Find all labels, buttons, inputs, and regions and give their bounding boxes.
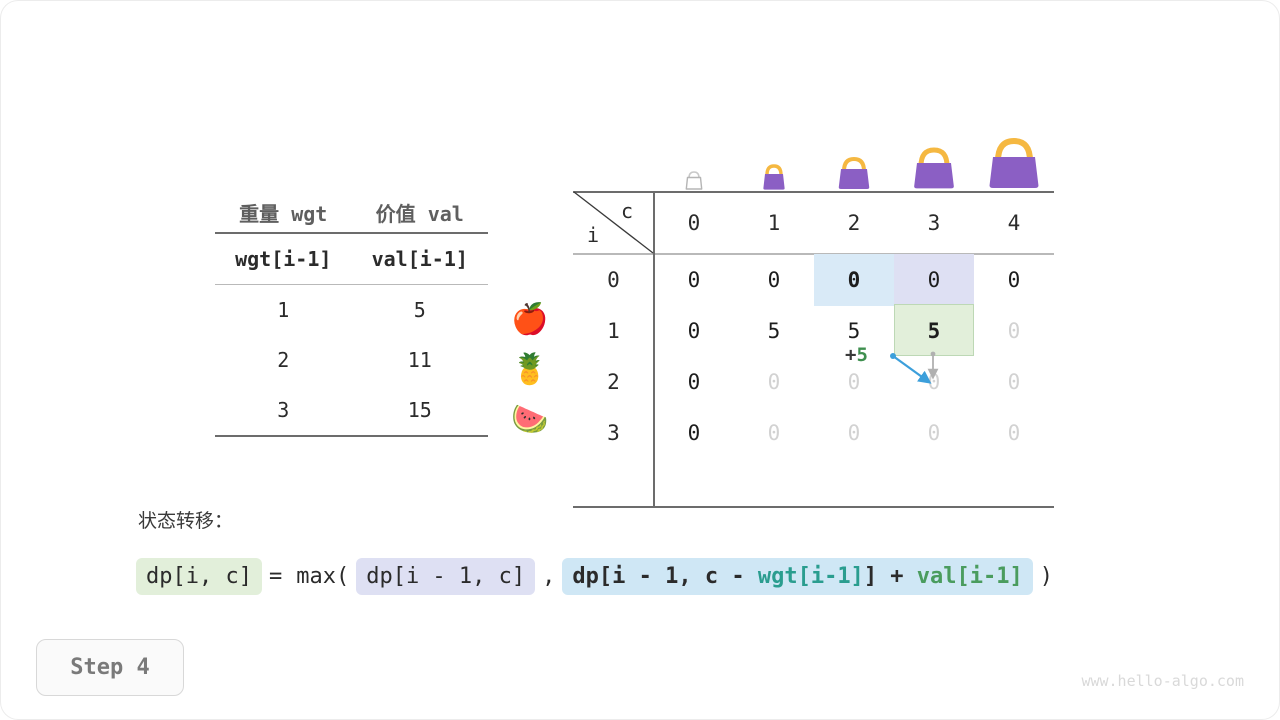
dp-cell-2-2: 0	[847, 369, 861, 394]
formula-equals: =	[268, 564, 283, 589]
dp-cell-3-2: 0	[847, 420, 861, 445]
item-table-subheader-row: wgt[i-1] val[i-1]	[215, 233, 488, 285]
dp-cell-1-4: 0	[1007, 318, 1021, 343]
bag-icon-0	[654, 128, 734, 191]
formula-term2-prefix: dp[i - 1, c -	[572, 564, 758, 589]
item-row-1-wgt: 2	[277, 348, 290, 372]
dp-col-header-1: 1	[767, 210, 781, 235]
formula-close-paren: )	[1039, 564, 1054, 589]
item-table-subheader-wgt: wgt[i-1]	[215, 233, 352, 285]
dp-table: c i 0 1 2 3 4 0 1 2 3 0 0 0 0 0 0 5 5 5 …	[573, 128, 1054, 508]
dp-row-header-3: 3	[607, 420, 620, 445]
formula-term-1: dp[i - 1, c]	[356, 558, 536, 595]
pineapple-icon: 🍍	[511, 352, 549, 387]
dp-cell-2-3: 0	[927, 369, 941, 394]
dp-cell-0-3: 0	[927, 267, 941, 292]
bag-capacity-icons	[654, 128, 1054, 191]
site-footer: www.hello-algo.com	[1081, 672, 1244, 690]
dp-cell-3-4: 0	[1007, 420, 1021, 445]
formula-max-open: max(	[296, 564, 350, 589]
bag-icon-1	[734, 128, 814, 191]
item-row-0-val: 5	[413, 298, 426, 322]
dp-col-header-2: 2	[847, 210, 861, 235]
item-row-1-val: 11	[407, 348, 432, 372]
plus-value: 5	[856, 344, 868, 366]
item-table-header-val: 价值 val	[351, 192, 488, 234]
fruit-icon-column: 🍎 🍍 🍉	[500, 295, 560, 445]
item-table-header-wgt: 重量 wgt	[215, 192, 352, 234]
formula-comma: ,	[542, 564, 556, 589]
dp-row-header-2: 2	[607, 369, 620, 394]
table-row: 3 15	[215, 385, 488, 437]
formula-term-2: dp[i - 1, c - wgt[i-1]] + val[i-1]	[562, 558, 1033, 595]
dp-cell-1-0: 0	[687, 318, 701, 343]
item-table-header-row: 重量 wgt 价值 val	[215, 192, 488, 234]
dp-row-header-1: 1	[607, 318, 620, 343]
item-row-2-val: 15	[351, 385, 488, 437]
dp-cell-1-3: 5	[927, 318, 941, 343]
dp-cell-3-1: 0	[767, 420, 781, 445]
dp-cell-3-3: 0	[927, 420, 941, 445]
dp-cell-2-4: 0	[1007, 369, 1021, 394]
dp-cell-2-0: 0	[687, 369, 701, 394]
dp-col-header-4: 4	[1007, 210, 1021, 235]
bag-icon-4	[974, 128, 1054, 191]
item-row-0-wgt: 1	[277, 298, 290, 322]
formula-lhs: dp[i, c]	[136, 558, 262, 595]
watermelon-icon: 🍉	[511, 402, 549, 437]
bag-icon-3	[894, 128, 974, 191]
corner-label-i: i	[587, 223, 600, 247]
dp-cell-3-0: 0	[687, 420, 701, 445]
dp-cell-0-4: 0	[1007, 267, 1021, 292]
dp-cell-0-1: 0	[767, 267, 781, 292]
plus-value-annotation: +5	[845, 344, 868, 366]
dp-col-header-3: 3	[927, 210, 941, 235]
state-transition-label: 状态转移：	[138, 510, 234, 532]
plus-sign: +	[845, 344, 857, 366]
dp-col-header-0: 0	[687, 210, 701, 235]
highlight-cell-0-3	[894, 254, 974, 306]
table-row: 1 5	[215, 285, 488, 336]
dp-cell-2-1: 0	[767, 369, 781, 394]
state-transition-formula: dp[i, c] = max( dp[i - 1, c] , dp[i - 1,…	[136, 558, 1060, 595]
corner-diagonal-divider	[573, 191, 654, 254]
item-row-2-wgt: 3	[215, 385, 352, 437]
highlight-cell-0-2	[814, 254, 894, 306]
dp-cell-0-2: 0	[847, 267, 861, 292]
item-weights-values-table: 重量 wgt 价值 val wgt[i-1] val[i-1] 1 5 2 11…	[215, 192, 488, 437]
formula-term2-mid: ] +	[863, 564, 917, 589]
dp-cell-1-2: 5	[847, 318, 861, 343]
dp-cell-1-1: 5	[767, 318, 781, 343]
dp-cell-0-0: 0	[687, 267, 701, 292]
apple-icon: 🍎	[511, 302, 549, 337]
formula-term2-val: val[i-1]	[916, 564, 1023, 589]
formula-term2-wgt: wgt[i-1]	[757, 564, 864, 589]
corner-label-c: c	[621, 199, 634, 223]
dp-row-header-0: 0	[607, 267, 620, 292]
bag-icon-2	[814, 128, 894, 191]
step-badge: Step 4	[36, 639, 184, 696]
item-table-subheader-val: val[i-1]	[351, 233, 488, 285]
table-row: 2 11	[215, 335, 488, 385]
